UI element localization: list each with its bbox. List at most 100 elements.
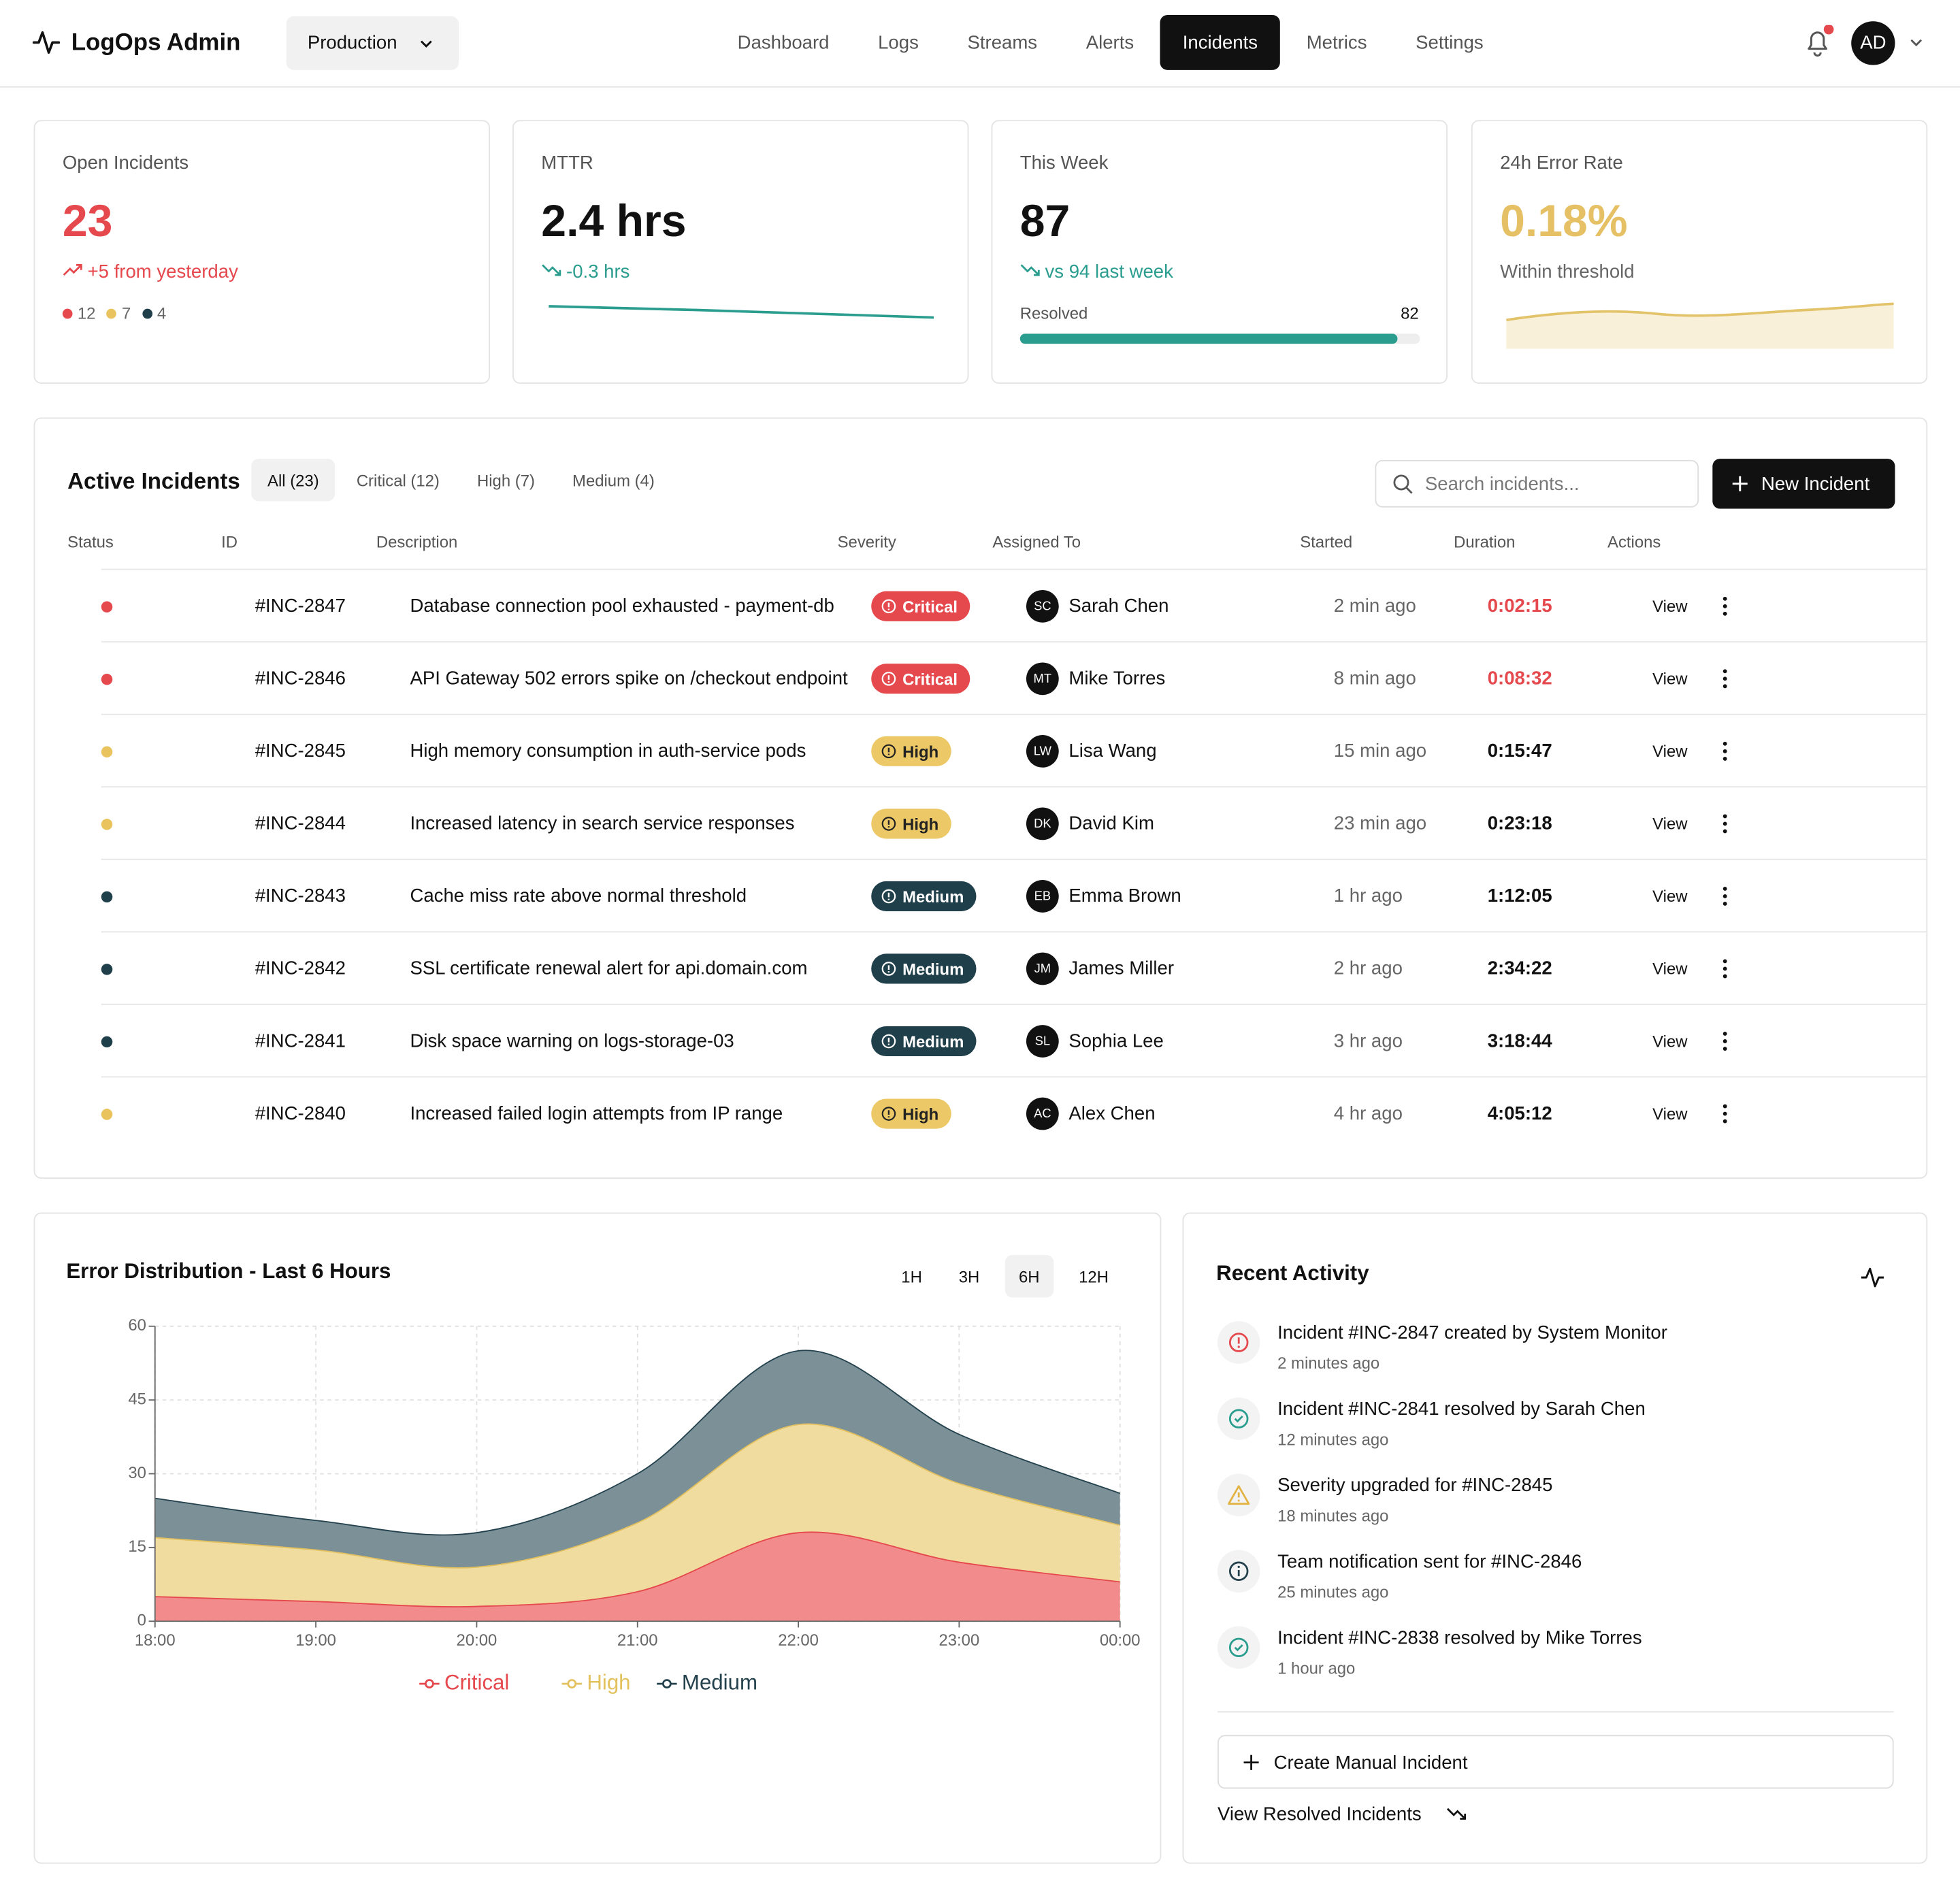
incident-row[interactable]: #INC-2844 Increased latency in search ser… [101, 786, 1928, 860]
description: Increased latency in search service resp… [410, 813, 795, 835]
more-menu[interactable] [1721, 1031, 1729, 1051]
view-button[interactable]: View [1652, 814, 1688, 834]
severity-badge: Critical [871, 591, 970, 621]
more-menu[interactable] [1721, 886, 1729, 906]
view-button[interactable]: View [1652, 742, 1688, 761]
view-button[interactable]: View [1652, 887, 1688, 906]
avatar: SL [1026, 1025, 1059, 1058]
incident-row[interactable]: #INC-2847 Database connection pool exhaus… [101, 568, 1928, 642]
menu-dot [1722, 821, 1727, 826]
activity-text: Incident #INC-2838 resolved by Mike Torr… [1277, 1627, 1642, 1649]
icon-ring [881, 817, 896, 831]
resolved-link[interactable]: View Resolved Incidents [1217, 1803, 1422, 1825]
incident-id: #INC-2844 [255, 813, 346, 835]
resolved-icon [1217, 1397, 1260, 1440]
status-dot [101, 964, 113, 975]
severity-label: High [902, 742, 939, 761]
more-menu[interactable] [1721, 669, 1729, 689]
x-tick-label: 22:00 [778, 1631, 819, 1650]
range-button[interactable]: 12H [1079, 1266, 1109, 1286]
severity-icon [881, 672, 896, 686]
nav-item[interactable]: Settings [1416, 31, 1484, 54]
filter-tab[interactable]: High (7) [477, 470, 535, 490]
incident-row[interactable]: #INC-2841 Disk space warning on logs-stor… [101, 1003, 1928, 1077]
incident-row[interactable]: #INC-2842 SSL certificate renewal alert f… [101, 931, 1928, 1004]
started: 23 min ago [1333, 813, 1427, 835]
filter-tab[interactable]: Critical (12) [356, 470, 440, 490]
activity-text: Incident #INC-2847 created by System Mon… [1277, 1322, 1667, 1344]
more-menu[interactable] [1721, 741, 1729, 761]
nav-item[interactable]: Metrics [1306, 31, 1367, 54]
breakdown-item: 4 [142, 304, 166, 323]
nav-item[interactable]: Logs [878, 31, 919, 54]
kpi-value: 0.18% [1500, 195, 1628, 246]
activity-text: Team notification sent for #INC-2846 [1277, 1551, 1582, 1573]
more-menu[interactable] [1721, 814, 1729, 834]
range-button[interactable]: 1H [901, 1266, 922, 1286]
notification-bell[interactable] [1800, 24, 1835, 60]
incident-id: #INC-2847 [255, 595, 346, 617]
more-menu[interactable] [1721, 596, 1729, 616]
kpi-value: 23 [62, 195, 113, 246]
status-dot [101, 674, 113, 685]
x-tick-label: 00:00 [1100, 1631, 1141, 1650]
nav-item[interactable]: Streams [967, 31, 1038, 54]
trend-down-icon [542, 264, 561, 276]
activity-text: Severity upgraded for #INC-2845 [1277, 1475, 1553, 1497]
area-line [154, 1531, 1120, 1607]
legend: Critical High Medium [419, 1670, 757, 1694]
filter-tab[interactable]: All (23) [251, 459, 336, 502]
activity-time: 2 minutes ago [1277, 1354, 1380, 1373]
more-menu[interactable] [1721, 1104, 1729, 1124]
incident-row[interactable]: #INC-2840 Increased failed login attempts… [101, 1076, 1928, 1149]
icon-ring [881, 599, 896, 614]
view-button[interactable]: View [1652, 959, 1688, 979]
menu-dot [1722, 604, 1727, 608]
activity-text: Incident #INC-2841 resolved by Sarah Che… [1277, 1399, 1646, 1420]
link-icon [1446, 1808, 1467, 1820]
severity-label: High [902, 1104, 939, 1124]
filter-tab[interactable]: Medium (4) [572, 470, 655, 490]
nav-item[interactable]: Alerts [1085, 31, 1134, 54]
environment: Production [307, 32, 397, 54]
area-line [154, 1350, 1121, 1536]
duration: 3:18:44 [1487, 1030, 1552, 1052]
view-button[interactable]: View [1652, 1032, 1688, 1051]
severity-label: Critical [902, 669, 958, 689]
user-avatar[interactable]: AD [1851, 21, 1895, 65]
incident-row[interactable]: #INC-2843 Cache miss rate above normal th… [101, 858, 1928, 932]
count: 12 [77, 304, 96, 323]
search-icon [1393, 474, 1413, 494]
nav-item[interactable]: Dashboard [737, 31, 830, 54]
column-header: Started [1300, 532, 1353, 552]
assignee: Alex Chen [1068, 1102, 1156, 1125]
assignee: James Miller [1068, 958, 1175, 980]
more-menu[interactable] [1721, 959, 1729, 979]
status-dot [101, 1109, 113, 1120]
view-button[interactable]: View [1652, 669, 1688, 689]
legend-label: High [587, 1670, 630, 1694]
user-chevron[interactable] [1909, 35, 1924, 50]
incident-row[interactable]: #INC-2845 High memory consumption in auth… [101, 713, 1928, 787]
range-button[interactable]: 3H [958, 1266, 980, 1286]
range-button[interactable]: 6H [1004, 1255, 1054, 1298]
environment-select[interactable]: Production [286, 16, 459, 70]
started: 8 min ago [1333, 668, 1416, 689]
severity-icon [881, 599, 896, 614]
search-box[interactable]: Search incidents... [1375, 459, 1699, 508]
description: Disk space warning on logs-storage-03 [410, 1030, 734, 1052]
assignee: David Kim [1068, 813, 1154, 835]
view-button[interactable]: View [1652, 597, 1688, 616]
severity-badge: Medium [871, 953, 977, 984]
nav-item[interactable]: Incidents [1160, 15, 1281, 70]
new-incident-button[interactable]: New Incident [1712, 459, 1895, 509]
y-tick-label: 30 [128, 1464, 146, 1482]
count: 4 [157, 304, 167, 323]
trend-up-icon [63, 264, 82, 276]
create-incident-button[interactable]: Create Manual Incident [1217, 1735, 1894, 1789]
incident-row[interactable]: #INC-2846 API Gateway 502 errors spike on… [101, 641, 1928, 715]
view-button[interactable]: View [1652, 1104, 1688, 1124]
menu-dot [1722, 749, 1727, 753]
legend-marker [425, 1679, 434, 1688]
